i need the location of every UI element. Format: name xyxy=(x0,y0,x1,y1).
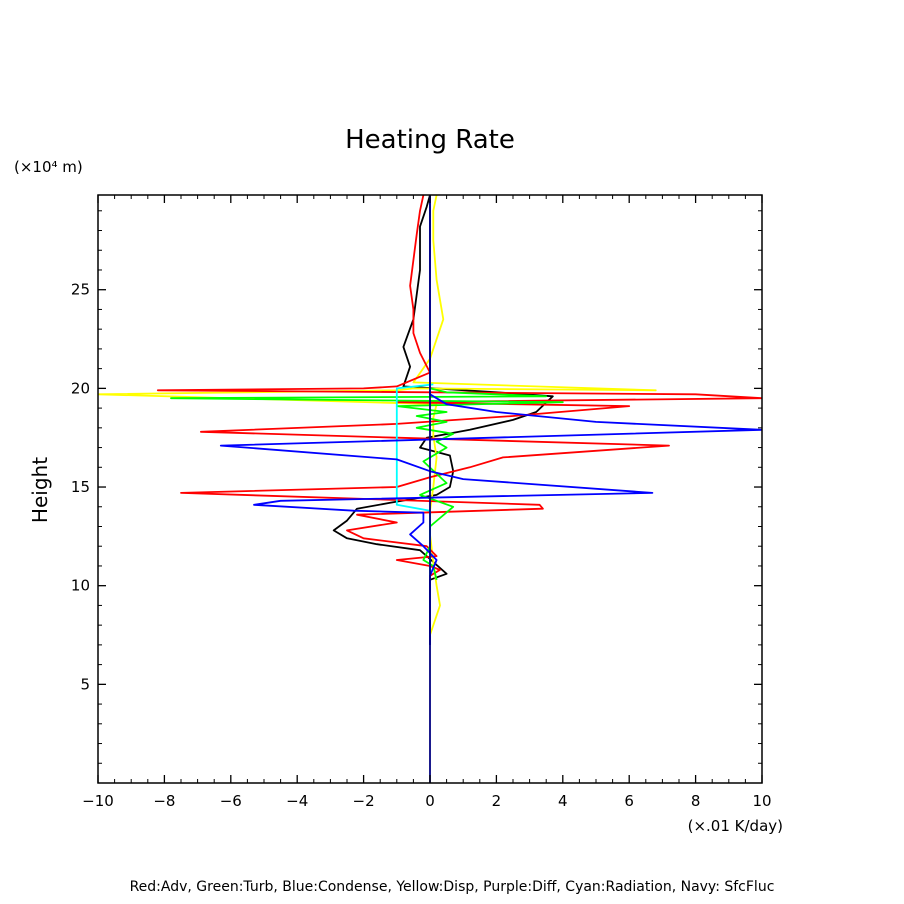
series-line-6 xyxy=(219,195,762,645)
x-tick-label: 4 xyxy=(558,792,568,810)
y-tick-label: 10 xyxy=(71,577,90,595)
y-axis-unit: (×10⁴ m) xyxy=(14,158,83,176)
chart-title: Heating Rate xyxy=(345,125,515,155)
series-line-2 xyxy=(98,195,657,636)
series-line-3 xyxy=(156,195,762,577)
x-tick-label: −6 xyxy=(220,792,242,810)
x-tick-label: −10 xyxy=(82,792,114,810)
x-tick-label: −2 xyxy=(353,792,375,810)
x-tick-label: −4 xyxy=(286,792,308,810)
x-tick-label: 10 xyxy=(752,792,771,810)
x-tick-label: 6 xyxy=(624,792,634,810)
series-layer xyxy=(98,195,762,783)
x-tick-label: 2 xyxy=(492,792,502,810)
y-tick-label: 15 xyxy=(71,478,90,496)
x-tick-label: 0 xyxy=(425,792,435,810)
y-axis-label: Height xyxy=(28,457,52,523)
y-tick-label: 5 xyxy=(80,675,90,693)
axes-layer: −10 −8 −6 −4 −2 0 2 4 6 8 10 5 10 15 20 25 xyxy=(71,195,772,810)
legend-footer: Red:Adv, Green:Turb, Blue:Condense, Yell… xyxy=(130,879,775,895)
y-tick-label: 20 xyxy=(71,379,90,397)
x-tick-label: 8 xyxy=(691,792,701,810)
y-tick-label: 25 xyxy=(71,281,90,299)
x-tick-label: −8 xyxy=(153,792,175,810)
x-axis-label: (×.01 K/day) xyxy=(688,817,783,835)
